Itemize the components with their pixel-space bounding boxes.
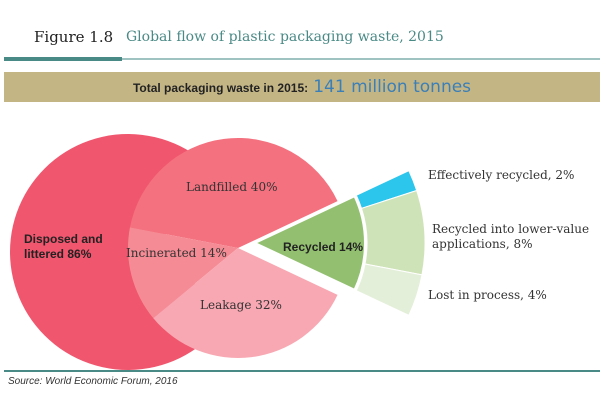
ring-slice: [355, 169, 418, 210]
figure-label: Figure 1.8: [34, 28, 114, 46]
pie-sub-slice: [153, 248, 338, 358]
sub-label: Incinerated 14%: [126, 246, 227, 260]
slice-label: Disposed and littered 86%: [24, 232, 103, 261]
banner: Total packaging waste in 2015: 141 milli…: [4, 72, 600, 102]
pie-slice: [252, 194, 366, 292]
sub-label: Leakage 32%: [200, 298, 282, 312]
ring-slice: [355, 263, 423, 317]
ring-label: Lost in process, 4%: [428, 288, 547, 302]
source: Source: World Economic Forum, 2016: [8, 376, 178, 387]
slice-label: Recycled 14%: [283, 240, 364, 254]
banner-label: Total packaging waste in 2015:: [132, 81, 309, 95]
chart-title: Global flow of plastic packaging waste, …: [126, 29, 444, 45]
rule: [4, 370, 600, 372]
rule-accent: [4, 57, 122, 61]
ring-label: Recycled into lower-value applications, …: [432, 222, 590, 251]
pie-sub-slice: [129, 138, 338, 248]
pie-sub-slice: [128, 227, 238, 319]
ring-slice: [360, 189, 426, 276]
banner-value: 141 million tonnes: [313, 77, 472, 97]
ring-label: Effectively recycled, 2%: [428, 168, 575, 182]
sub-label: Landfilled 40%: [186, 180, 278, 194]
rule: [4, 58, 600, 60]
